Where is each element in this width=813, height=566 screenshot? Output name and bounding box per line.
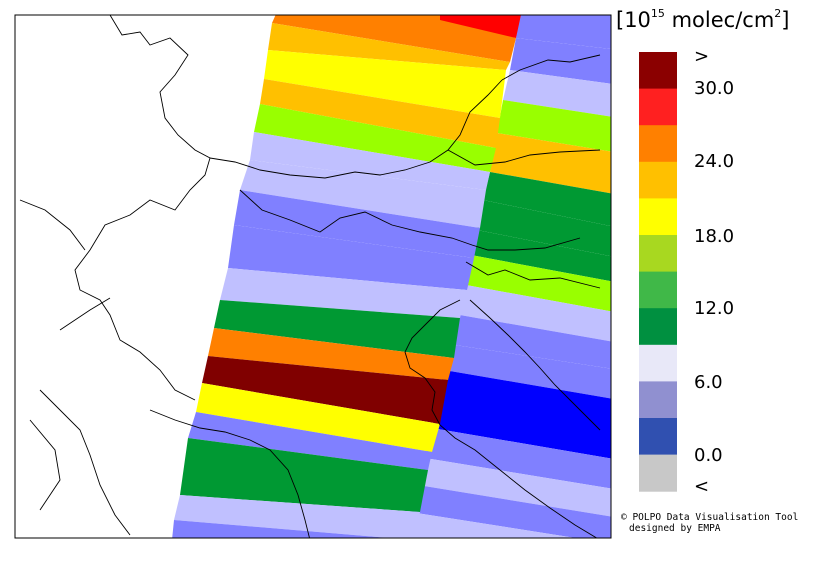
croatia-coast [469,299,601,431]
pixel [466,255,611,312]
colorbar-label-18: 18.0 [694,226,735,247]
slovenia-border [465,261,601,289]
pixel [234,190,480,258]
pixel [260,79,500,148]
pixel [254,104,496,172]
france-border [74,15,211,401]
pixel [483,172,611,227]
italy-north-border [239,189,581,251]
colorbar-unit-label: [1015 molec/cm2] [616,7,790,32]
credit-line-2: designed by EMPA [629,523,721,534]
colorbar-segment [639,308,677,346]
pixel [516,15,611,49]
colorbar-segment [639,88,677,126]
pixel [228,225,474,290]
colorbar-segment [639,381,677,419]
pixel [196,383,440,452]
colorbar-label-30: 30.0 [694,78,735,99]
color-bar [639,52,677,492]
pixel [455,315,611,369]
pixel [503,70,611,117]
pixel [188,412,432,470]
pixel [497,100,611,152]
swath-east-column [406,15,611,538]
colorbar-label-12: 12.0 [694,298,735,319]
italy-coast-adriatic [404,299,598,538]
pixel [208,328,454,380]
italy-ligurian-coast [149,409,310,538]
pixel [418,458,611,517]
italy-interior-border [39,297,131,536]
austria-border [447,54,601,166]
swath-pixels [172,15,611,538]
pixel [406,512,576,538]
colorbar-segment [639,198,677,236]
colorbar-label-lt: < [694,476,710,497]
colorbar-segment [639,235,677,273]
colorbar-segment [639,52,677,90]
pixel [172,520,390,538]
pixel [214,300,460,358]
pixel [174,495,420,538]
pixel [264,50,506,118]
pixel [410,485,611,538]
pixel [444,345,611,399]
pixel [180,438,428,512]
colorbar-label-0: 0.0 [694,445,723,466]
colorbar-segment [639,161,677,199]
pixel [460,285,611,342]
pixel [268,23,510,70]
pixel [220,268,467,318]
colorbar-segment [639,271,677,309]
pixel [471,230,611,282]
colorbar-label-gt: > [694,46,710,67]
pixel [425,428,611,489]
pixel [440,15,521,38]
borders [19,15,601,538]
colorbar-segment [639,454,677,492]
pixel [272,15,516,62]
pixel [240,160,486,228]
swiss-border [209,79,503,179]
colorbar-label-6: 6.0 [694,372,723,393]
pixel [432,370,611,459]
colorbar-segment [639,344,677,382]
colorbar-segment [639,125,677,163]
map-frame [14,14,612,539]
pixel [477,200,611,257]
credit-text: © POLPO Data Visualisation Tool designed… [621,512,798,534]
pixel [250,132,490,190]
colorbar-label-24: 24.0 [694,151,735,172]
swath-west-column [172,15,521,538]
pixel [490,133,611,194]
colorbar-segment [639,418,677,456]
pixel [202,356,448,424]
credit-line-1: © POLPO Data Visualisation Tool [621,512,799,523]
west-region-lines [19,199,86,511]
